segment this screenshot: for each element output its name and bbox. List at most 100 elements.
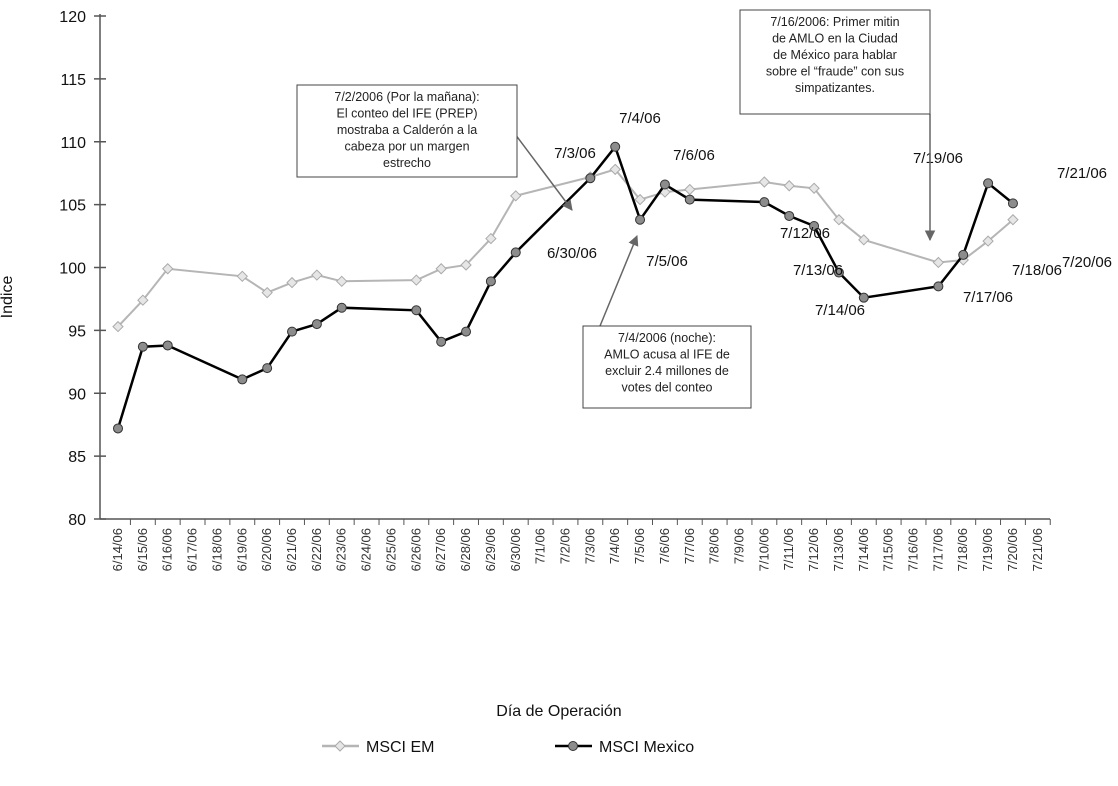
point-label: 7/12/06 [780,225,830,242]
annotation-text: estrecho [383,156,431,170]
x-tick-label: 7/16/06 [906,528,921,571]
x-tick-label: 6/15/06 [135,528,150,571]
y-tick-label: 105 [59,198,86,215]
annotation-text: 7/16/2006: Primer mitin [770,15,899,29]
point [461,326,472,337]
point [262,363,273,374]
annotation-box [296,84,518,178]
legend-marker [568,741,578,751]
point [932,256,945,269]
point [684,194,695,205]
annotation-text: 7/4/2006 (noche): [618,331,716,345]
x-tick-label: 7/19/06 [980,528,995,571]
x-tick-label: 7/10/06 [756,528,771,571]
point [162,340,173,351]
x-tick-label: 7/18/06 [955,528,970,571]
y-tick-label: 110 [60,135,86,152]
annotation-text: cabeza por un margen [344,140,469,154]
y-tick-label: 80 [68,512,86,529]
point [485,276,496,287]
point [833,214,845,226]
x-tick-label: 7/11/06 [781,528,796,570]
legend-marker [334,740,346,752]
annotation-text: AMLO acusa al IFE de [604,348,730,362]
point [236,270,249,283]
x-tick-label: 7/12/06 [806,528,821,571]
x-tick-label: 6/20/06 [259,528,274,571]
y-tick-label: 90 [68,386,86,403]
point [1007,198,1018,209]
point [610,141,621,152]
x-tick-label: 6/21/06 [284,528,299,571]
point-label: 7/20/06 [1062,254,1112,271]
annotation-text: de AMLO en la Ciudad [772,32,898,46]
point [858,234,870,246]
point [436,336,447,347]
annotation-text: de México para hablar [773,48,897,62]
series-line [116,144,1014,429]
point-label: 7/14/06 [815,302,865,319]
y-tick-label: 100 [59,261,86,278]
annotation-text: votes del conteo [621,381,712,395]
annotation-text: simpatizantes. [795,81,875,95]
point [759,197,770,208]
point [858,292,869,303]
point [137,294,149,306]
x-tick-label: 6/26/06 [408,528,423,571]
point [784,210,795,221]
point-label: 7/18/06 [1012,262,1062,279]
x-tick-label: 6/25/06 [383,528,398,571]
point [410,274,423,286]
y-tick-label: 115 [60,72,86,89]
x-tick-label: 6/24/06 [359,528,374,571]
point-label: 7/17/06 [963,289,1013,306]
x-tick-label: 7/7/06 [682,528,697,564]
point-label: 7/3/06 [554,145,596,162]
point [261,286,273,299]
x-tick-label: 7/21/06 [1030,528,1045,571]
point-label: 7/6/06 [673,147,715,164]
point [635,214,646,225]
x-tick-label: 7/5/06 [632,528,647,564]
point [758,176,771,188]
point [659,179,670,190]
x-tick-label: 6/17/06 [185,528,200,571]
x-tick-label: 7/2/06 [557,528,572,564]
point [137,341,148,352]
annotation-box [582,325,752,409]
annotation-arrow [599,235,639,327]
point [783,180,795,192]
point [933,281,944,292]
point [237,374,248,385]
point [808,182,820,194]
point [286,276,298,289]
point [982,235,994,247]
x-tick-label: 6/30/06 [508,528,523,571]
point [162,263,174,275]
point [485,232,497,245]
point [113,423,123,434]
x-axis-title: Día de Operación [496,703,621,720]
point [585,173,596,184]
point [609,163,621,176]
x-tick-label: 7/3/06 [582,528,597,564]
x-tick-label: 7/8/06 [707,528,722,564]
point-label: 7/5/06 [646,253,688,270]
point [336,302,347,313]
x-tick-label: 7/20/06 [1005,528,1020,571]
point [983,178,994,189]
legend-label: MSCI EM [366,739,434,756]
x-tick-label: 7/14/06 [856,528,871,571]
x-tick-label: 6/28/06 [458,528,473,571]
annotation-text: 7/2/2006 (Por la mañana): [334,90,479,104]
x-tick-label: 6/18/06 [209,528,224,571]
x-tick-label: 6/16/06 [160,528,175,571]
point [336,275,348,288]
point [311,319,322,330]
x-tick-label: 7/9/06 [732,528,747,564]
point [510,247,521,258]
point [112,320,124,333]
point [833,267,844,278]
point-label: 7/19/06 [913,150,963,167]
